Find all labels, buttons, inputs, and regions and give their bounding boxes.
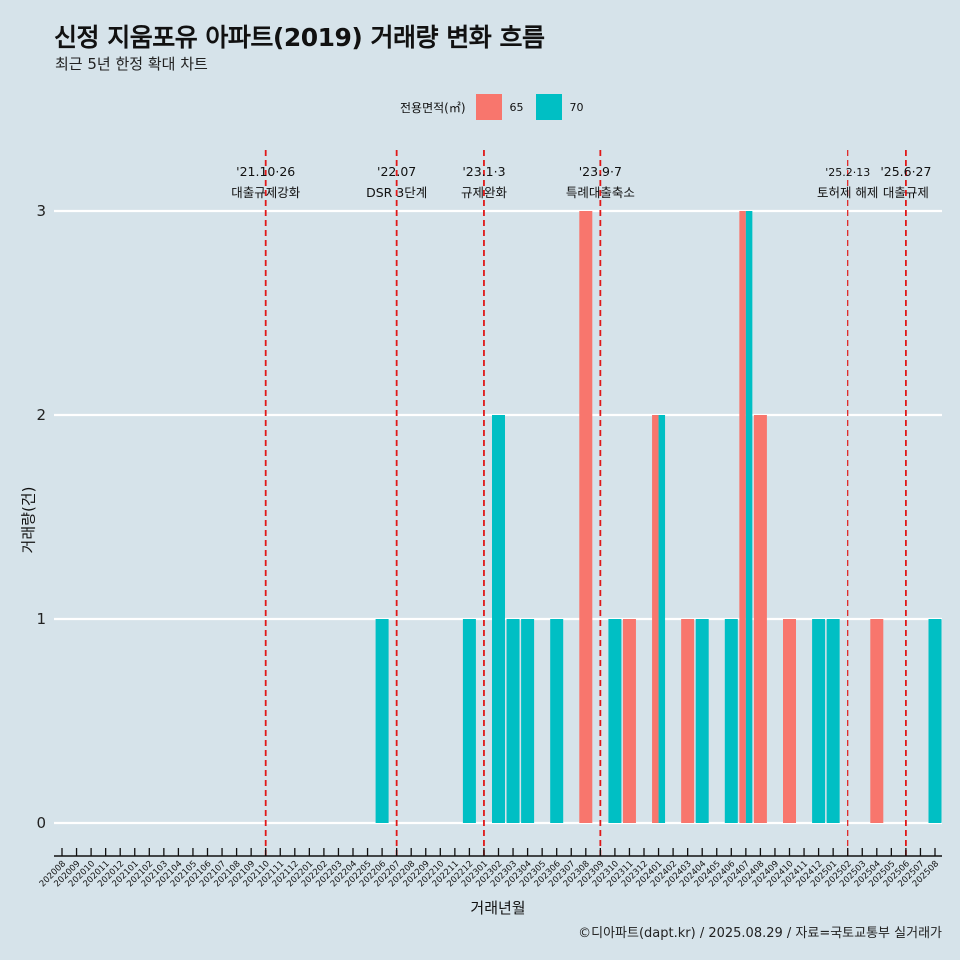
y-axis-label: 거래량(건) [19, 486, 38, 554]
event-date: '22.07 [377, 164, 416, 179]
chart-title: 신정 지움포유 아파트(2019) 거래량 변화 흐름 [54, 23, 545, 52]
legend-swatch-70 [535, 94, 562, 120]
event-date: '23.9·7 [579, 164, 622, 179]
bar-70-202412 [812, 619, 826, 823]
bar-70-202407 [745, 211, 753, 823]
legend-title: 전용면적(㎡) [400, 100, 466, 115]
bar-70-202404 [695, 619, 709, 823]
event-date: '23.1·3 [462, 164, 505, 179]
event-label: 대출규제강화 [231, 185, 301, 200]
x-axis-label: 거래년월 [470, 899, 526, 917]
bar-65-202401 [652, 415, 659, 823]
chart-subtitle: 최근 5년 한정 확대 차트 [55, 55, 208, 73]
y-tick-label: 0 [36, 814, 46, 832]
bar-70-202508 [928, 619, 942, 823]
bar-70-202206 [375, 619, 389, 823]
bar-65-202311 [622, 619, 636, 823]
event-label: DSR 3단계 [366, 185, 427, 200]
event-label: 특례대출축소 [566, 185, 635, 200]
event-date: '21.10·26 [236, 164, 295, 179]
bar-70-202304 [521, 619, 535, 823]
bar-65-202308 [579, 211, 593, 823]
legend-label-70: 70 [569, 100, 584, 114]
bar-70-202401 [658, 415, 666, 823]
legend: 전용면적(㎡) 65 70 [400, 93, 596, 121]
bar-70-202303 [506, 619, 520, 823]
caption: ©디아파트(dapt.kr) / 2025.08.29 / 자료=국토교통부 실… [578, 926, 942, 941]
y-tick-label: 2 [36, 406, 46, 424]
bar-70-202406 [724, 619, 738, 823]
event-date: '25.2·13 [825, 166, 870, 179]
bar-70-202302 [492, 415, 505, 823]
bar-70-202310 [608, 619, 622, 823]
bar-65-202407 [739, 211, 746, 823]
bar-70-202306 [550, 619, 564, 823]
event-label: 대출규제 [883, 185, 929, 200]
bar-65-202408 [753, 415, 767, 823]
event-label: 규제완화 [461, 185, 508, 200]
bar-70-202212 [462, 619, 476, 823]
bar-65-202403 [681, 619, 695, 823]
bar-70-202501 [826, 619, 840, 823]
legend-label-65: 65 [509, 100, 524, 114]
bar-65-202504 [870, 619, 884, 823]
bar-65-202410 [783, 619, 796, 823]
y-tick-label: 1 [36, 610, 46, 628]
event-date: '25.6·27 [880, 164, 931, 179]
event-label: 토허제 해제 [817, 185, 878, 200]
legend-swatch-65 [475, 94, 502, 120]
y-tick-label: 3 [36, 202, 46, 220]
